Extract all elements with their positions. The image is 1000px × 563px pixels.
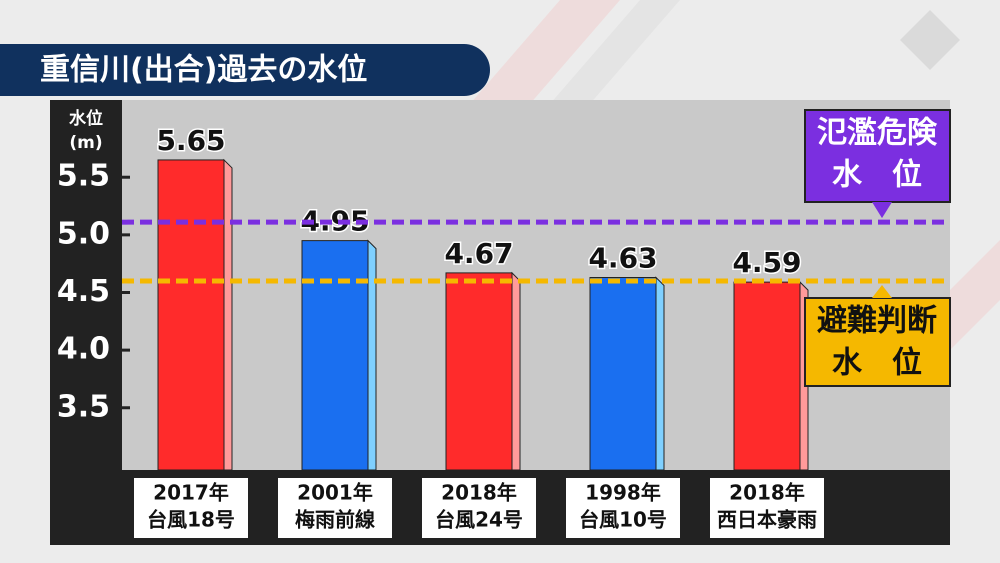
x-tick-label: 西日本豪雨 (717, 508, 817, 532)
category-box (422, 478, 536, 538)
value-label: 4.63 (588, 242, 657, 275)
bar-side (223, 158, 233, 471)
x-tick-label: 台風18号 (147, 508, 235, 532)
reference-label: 避難判断 (817, 304, 937, 339)
category-box (134, 478, 248, 538)
bar (301, 240, 369, 471)
chart-title: 重信川(出合)過去の水位 (40, 53, 367, 88)
value-label: 4.59 (732, 246, 801, 279)
x-tick-label: 2018年 (729, 481, 805, 505)
diamond (900, 10, 960, 70)
bar (733, 281, 801, 471)
value-label: 4.67 (444, 237, 513, 270)
x-tick-label: 2018年 (441, 481, 517, 505)
bar-side (367, 239, 377, 471)
reference-label: 水 位 (832, 346, 922, 381)
y-axis-label: 水位 (69, 108, 103, 129)
y-tick-label: 5.5 (57, 159, 110, 194)
x-tick-label: 1998年 (585, 481, 661, 505)
category-box (566, 478, 680, 538)
bar (589, 277, 657, 471)
bar (445, 272, 513, 471)
y-tick-label: 3.5 (57, 389, 110, 424)
value-label: 5.65 (156, 124, 225, 157)
bar-side (655, 276, 665, 471)
bar (157, 159, 225, 471)
reference-label: 水 位 (832, 158, 922, 193)
bar-side (511, 271, 521, 471)
y-tick-label: 5.0 (57, 216, 110, 251)
x-tick-label: 台風24号 (435, 508, 523, 532)
reference-label-box (804, 109, 951, 203)
x-tick-label: 2001年 (297, 481, 373, 505)
reference-label: 氾濫危険 (817, 116, 938, 151)
callout-pointer (872, 284, 892, 298)
x-tick-label: 2017年 (153, 481, 229, 505)
y-axis-unit: (m) (69, 133, 102, 153)
y-tick-label: 4.0 (57, 332, 110, 367)
callout-pointer (872, 202, 892, 219)
title-banner (0, 44, 490, 96)
y-tick-label: 4.5 (57, 274, 110, 309)
reference-label-box (804, 297, 951, 387)
title-banner-edge (0, 44, 60, 96)
category-box (278, 478, 392, 538)
category-box (710, 478, 824, 538)
x-tick-label: 梅雨前線 (295, 508, 375, 532)
x-tick-label: 台風10号 (579, 508, 667, 532)
